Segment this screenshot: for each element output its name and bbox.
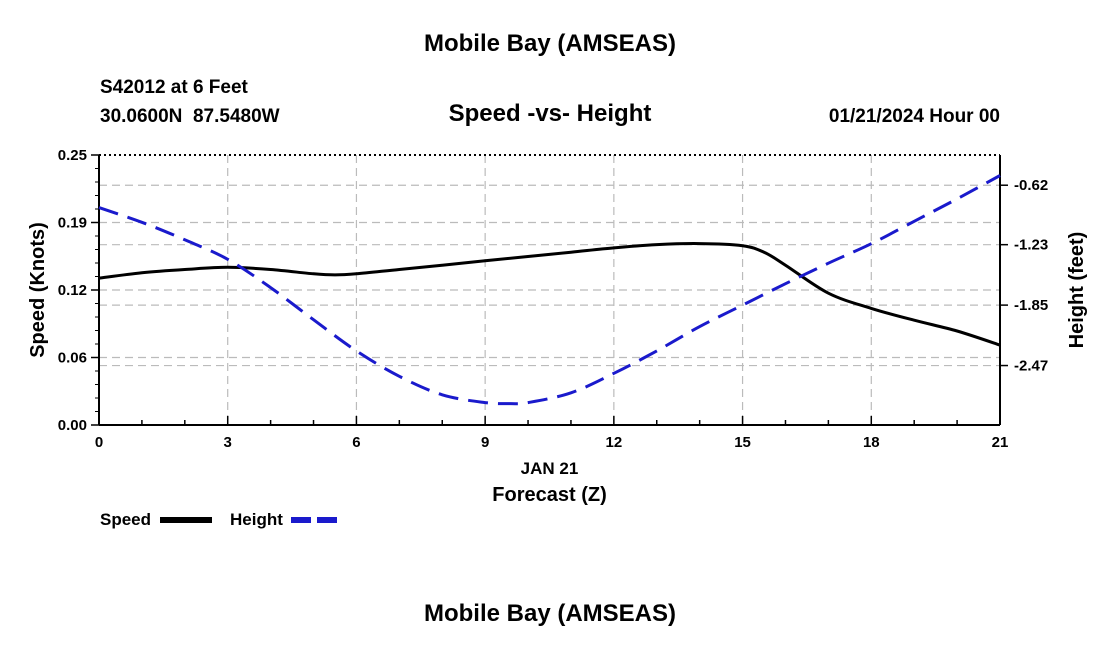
x-tick-label: 21 [992, 434, 1009, 451]
x-tick-label: 12 [606, 434, 623, 451]
forecast-datetime: 01/21/2024 Hour 00 [828, 106, 1000, 127]
y-left-tick-label: 0.06 [58, 350, 87, 367]
coordinates-label: 30.0600N 87.5480W [100, 106, 280, 127]
x-tick-label: 18 [863, 434, 880, 451]
y-right-tick-label: -2.47 [1014, 358, 1048, 375]
legend-height-label: Height [230, 510, 283, 529]
chart-title: Speed -vs- Height [448, 100, 652, 127]
y-right-tick-label: -1.23 [1014, 237, 1048, 254]
height-series-line [98, 174, 1001, 406]
footer-title: Mobile Bay (AMSEAS) [423, 600, 677, 627]
x-tick-label: 3 [224, 434, 232, 451]
speed-series-line [98, 242, 1001, 347]
y-left-axis-label: Speed (Knots) [27, 222, 49, 358]
x-tick-label: 0 [95, 434, 103, 451]
x-tick-label: 15 [734, 434, 751, 451]
legend-speed-label: Speed [100, 510, 152, 529]
y-left-tick-label: 0.12 [58, 282, 87, 299]
x-tick-label: 9 [481, 434, 489, 451]
y-right-tick-label: -0.62 [1014, 177, 1048, 194]
x-date-label: JAN 21 [521, 459, 579, 478]
station-label: S42012 at 6 Feet [100, 77, 248, 98]
y-left-tick-label: 0.25 [58, 147, 87, 164]
y-right-tick-label: -1.85 [1014, 297, 1048, 314]
main-title: Mobile Bay (AMSEAS) [423, 30, 677, 57]
y-right-axis-label: Height (feet) [1066, 232, 1088, 349]
y-left-tick-label: 0.19 [58, 215, 87, 232]
x-axis-label: Forecast (Z) [492, 484, 606, 506]
y-left-tick-label: 0.00 [58, 417, 87, 434]
x-tick-label: 6 [352, 434, 360, 451]
